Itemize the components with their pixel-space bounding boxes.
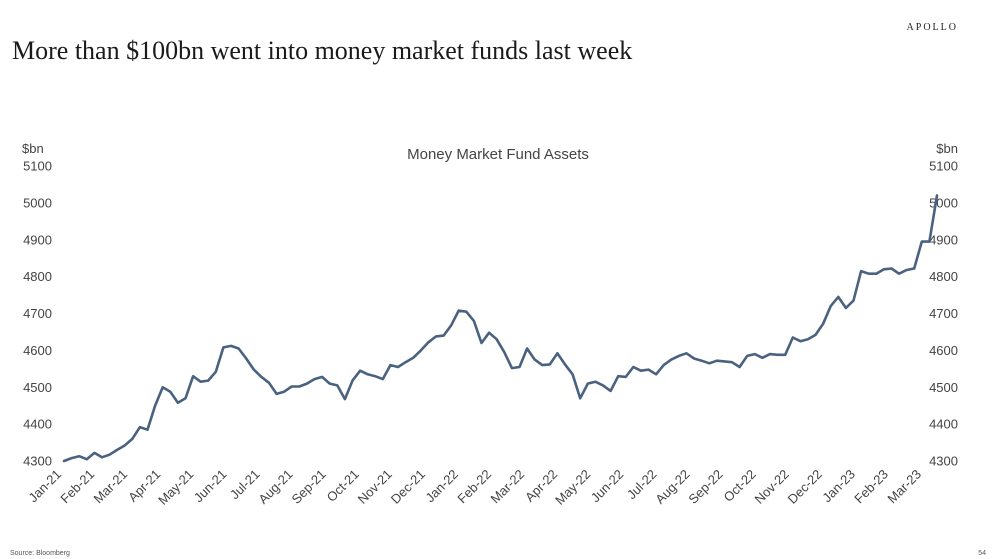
- y-tick-label-left: 4900: [23, 232, 52, 247]
- y-tick-label-left: 4700: [23, 306, 52, 321]
- x-tick-label: Dec-21: [388, 467, 428, 507]
- y-tick-label-right: 4900: [929, 232, 958, 247]
- brand-logo: APOLLO: [906, 22, 958, 33]
- x-tick-label: Sep-21: [288, 467, 328, 507]
- y-tick-label-right: 4700: [929, 306, 958, 321]
- y-tick-label-right: 4600: [929, 343, 958, 358]
- x-tick-label: Feb-21: [57, 467, 97, 507]
- y-tick-label-left: 5000: [23, 195, 52, 210]
- x-tick-label: Jan-23: [819, 467, 858, 506]
- y-tick-label-left: 5100: [23, 159, 52, 174]
- x-tick-label: Sep-22: [685, 467, 725, 507]
- y-tick-label-right: 5000: [929, 195, 958, 210]
- y-tick-label-left: 4800: [23, 269, 52, 284]
- x-tick-label: Dec-22: [785, 467, 825, 507]
- right-axis-unit: $bn: [936, 141, 958, 156]
- x-tick-label: Nov-21: [355, 467, 395, 507]
- x-tick-label: Aug-21: [255, 467, 295, 507]
- y-tick-label-right: 4800: [929, 269, 958, 284]
- y-tick-label-right: 4500: [929, 380, 958, 395]
- y-tick-label-right: 4400: [929, 417, 958, 432]
- x-tick-label: Jan-22: [422, 467, 461, 506]
- x-tick-label: Mar-22: [487, 467, 527, 507]
- x-tick-label: Jan-21: [25, 467, 64, 506]
- y-tick-label-left: 4600: [23, 343, 52, 358]
- x-tick-label: Nov-22: [752, 467, 792, 507]
- right-y-axis: 4300 4400 4500 4600 4700 4800 4900 5000 5100: [929, 159, 958, 469]
- x-tick-label: Aug-22: [652, 467, 692, 507]
- y-tick-label-left: 4300: [23, 454, 52, 469]
- x-tick-label: Jun-21: [191, 467, 230, 506]
- y-tick-label-left: 4400: [23, 417, 52, 432]
- left-axis-unit: $bn: [22, 141, 44, 156]
- y-tick-label-right: 5100: [929, 159, 958, 174]
- page-number: 54: [978, 550, 986, 557]
- x-tick-label: Mar-23: [884, 467, 924, 507]
- y-tick-label-right: 4300: [929, 454, 958, 469]
- series-line: [62, 194, 939, 463]
- x-axis: Jan-21Feb-21Mar-21Apr-21May-21Jun-21Jul-…: [25, 467, 924, 508]
- x-tick-label: May-21: [155, 467, 196, 508]
- chart-title: Money Market Fund Assets: [407, 146, 589, 163]
- page-headline: More than $100bn went into money market …: [12, 36, 633, 65]
- left-y-axis: 4300 4400 4500 4600 4700 4800 4900 5000 5100: [23, 159, 52, 469]
- x-tick-label: Feb-22: [454, 467, 494, 507]
- x-tick-label: Jun-22: [588, 467, 627, 506]
- x-tick-label: Feb-23: [851, 467, 891, 507]
- y-tick-label-left: 4500: [23, 380, 52, 395]
- x-tick-label: Mar-21: [91, 467, 131, 507]
- source-note: Source: Bloomberg: [10, 550, 70, 557]
- x-tick-label: May-22: [552, 467, 593, 508]
